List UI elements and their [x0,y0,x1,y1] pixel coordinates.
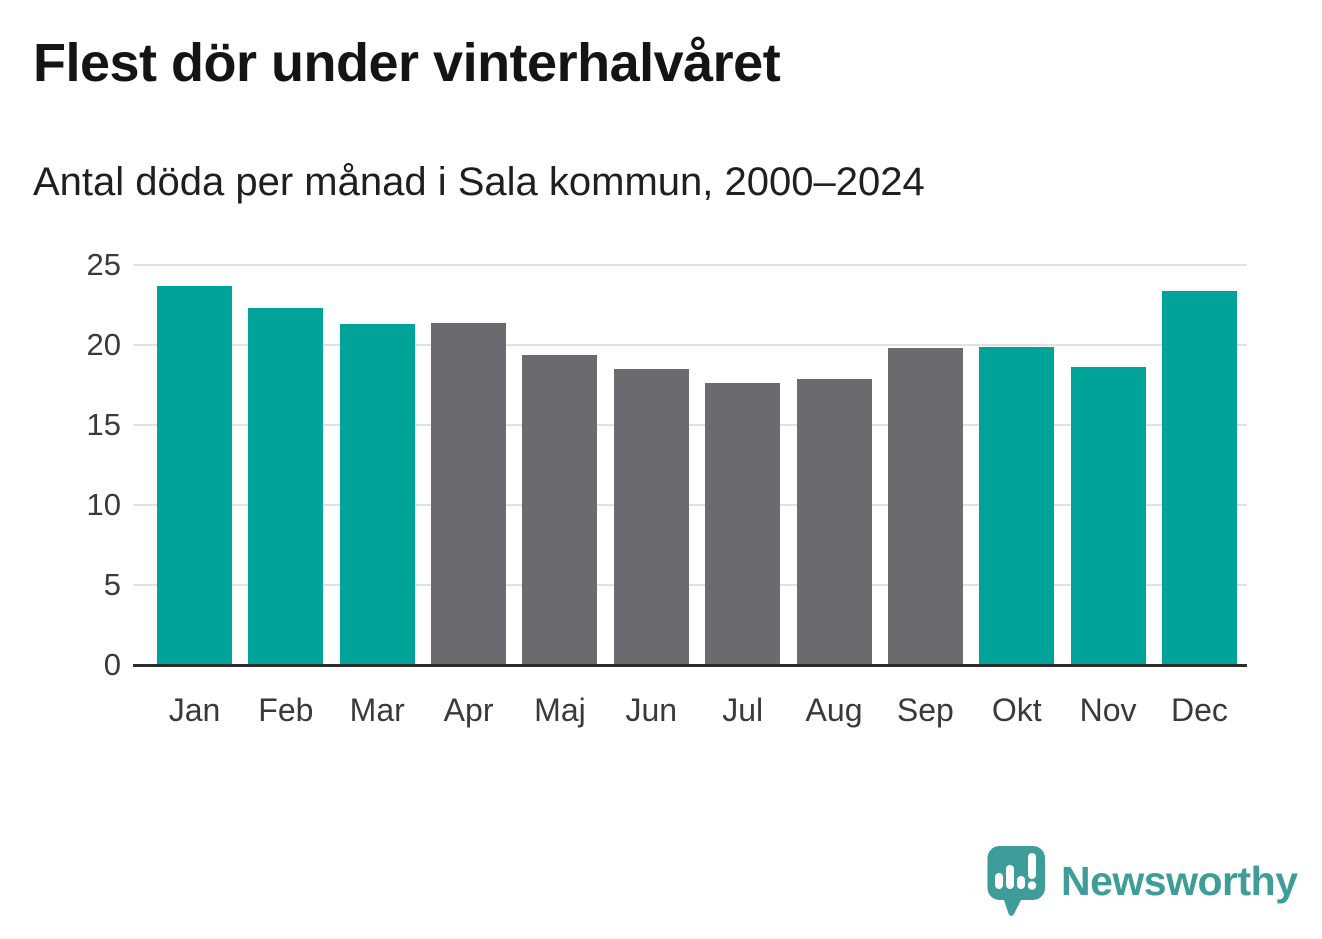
x-tick-label: Maj [534,692,586,728]
x-axis-labels: Jan Feb Mar Apr Maj Jun Jul Aug Sep Okt Nov Dec [157,692,1237,729]
y-axis-labels: 0 5 10 15 20 25 [20,247,121,682]
bar-apr [431,322,507,665]
x-axis-line [133,663,1247,667]
y-tick-label: 25 [86,247,121,282]
chart-title: Flest dör under vinterhalvåret [33,33,781,93]
x-tick-label: Feb [258,692,314,728]
x-tick-label: Okt [991,692,1042,728]
y-tick-label: 10 [86,487,121,522]
bar-jun [613,369,689,665]
bar-maj [522,354,598,665]
x-tick-label: Nov [1079,692,1137,728]
bar-jan [157,285,232,665]
newsworthy-logo-icon [983,844,1047,927]
bar-jul [705,383,781,665]
gridline [133,264,1247,266]
x-tick-label: Jan [168,692,221,728]
gridline [133,344,1247,346]
brand-footer: Newsworthy [983,844,1298,927]
x-tick-label: Apr [443,692,494,728]
gridline [133,424,1247,426]
x-tick-label: Mar [349,692,405,728]
x-tick-label: Dec [1171,692,1228,728]
brand-name: Newsworthy [1061,858,1298,904]
bar-sep [887,348,963,665]
bar-okt [979,346,1055,665]
bar-dec [1161,290,1237,665]
y-tick-label: 5 [103,567,121,602]
plot-area [133,264,1247,667]
x-tick-label: Sep [896,692,954,728]
chart-subtitle: Antal döda per månad i Sala kommun, 2000… [33,160,925,204]
bar-nov [1070,367,1146,665]
bars-container [157,265,1237,665]
x-tick-label: Jul [722,692,764,728]
y-tick-label: 15 [86,407,121,442]
gridline [133,504,1247,506]
x-tick-label: Jun [625,692,678,728]
bar-feb [248,308,324,665]
bar-aug [796,378,872,665]
bar-mar [339,324,415,665]
y-tick-label: 20 [86,327,121,362]
y-tick-label: 0 [103,647,121,682]
x-tick-label: Aug [805,692,863,728]
gridline [133,584,1247,586]
